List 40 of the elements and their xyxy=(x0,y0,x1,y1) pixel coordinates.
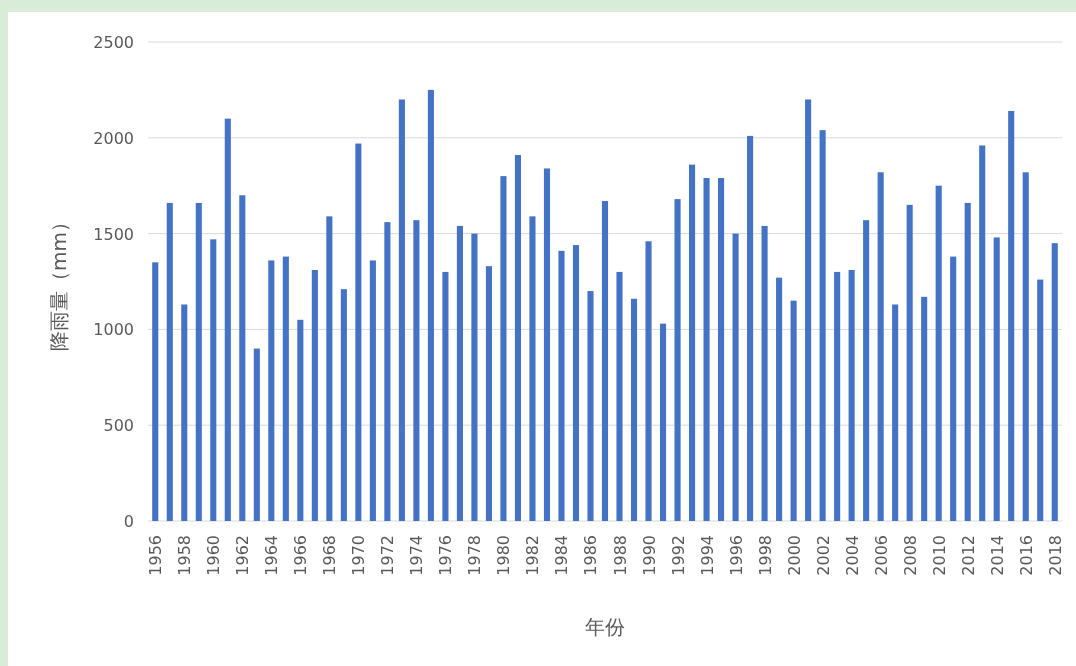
x-tick-label: 2004 xyxy=(842,535,862,576)
x-tick-label: 2010 xyxy=(929,535,949,576)
x-tick-label: 1996 xyxy=(726,535,746,576)
y-tick-label: 2500 xyxy=(93,33,134,52)
x-tick-label: 1988 xyxy=(610,535,630,576)
x-tick-label: 1960 xyxy=(204,535,224,576)
x-tick-label: 1962 xyxy=(233,535,253,576)
x-tick-label: 1966 xyxy=(291,535,311,576)
x-tick-label: 2016 xyxy=(1016,535,1036,576)
x-tick-label: 2014 xyxy=(987,535,1007,576)
y-tick-label: 1000 xyxy=(93,320,134,340)
x-tick-label: 1974 xyxy=(407,535,427,576)
y-axis-title: 降雨量（mm） xyxy=(47,212,71,351)
x-tick-label: 2002 xyxy=(813,535,833,576)
x-tick-label: 2006 xyxy=(871,535,891,576)
x-tick-label: 1964 xyxy=(262,535,282,576)
x-tick-label: 1970 xyxy=(349,535,369,576)
x-tick-label: 1984 xyxy=(552,535,572,576)
x-tick-label: 1956 xyxy=(146,535,166,576)
x-tick-label: 1982 xyxy=(523,535,543,576)
x-tick-label: 1992 xyxy=(668,535,688,576)
x-tick-label: 1990 xyxy=(639,535,659,576)
x-axis-title: 年份 xyxy=(585,615,625,639)
y-tick-label: 500 xyxy=(103,416,134,436)
x-tick-label: 2008 xyxy=(900,535,920,576)
x-tick-label: 1986 xyxy=(581,535,601,576)
x-tick-label: 1998 xyxy=(755,535,775,576)
y-tick-label: 2000 xyxy=(93,128,134,148)
y-tick-label: 1500 xyxy=(93,224,134,244)
x-tick-label: 2000 xyxy=(784,535,804,576)
x-tick-label: 1968 xyxy=(320,535,340,576)
x-tick-label: 2018 xyxy=(1045,535,1065,576)
x-tick-label: 2012 xyxy=(958,535,978,576)
x-tick-label: 1958 xyxy=(175,535,195,576)
x-tick-label: 1978 xyxy=(465,535,485,576)
y-tick-label: 0 xyxy=(123,512,134,531)
x-tick-label: 1994 xyxy=(697,535,717,576)
x-tick-label: 1980 xyxy=(494,535,514,576)
x-tick-label: 1976 xyxy=(436,535,456,576)
x-tick-label: 1972 xyxy=(378,535,398,576)
